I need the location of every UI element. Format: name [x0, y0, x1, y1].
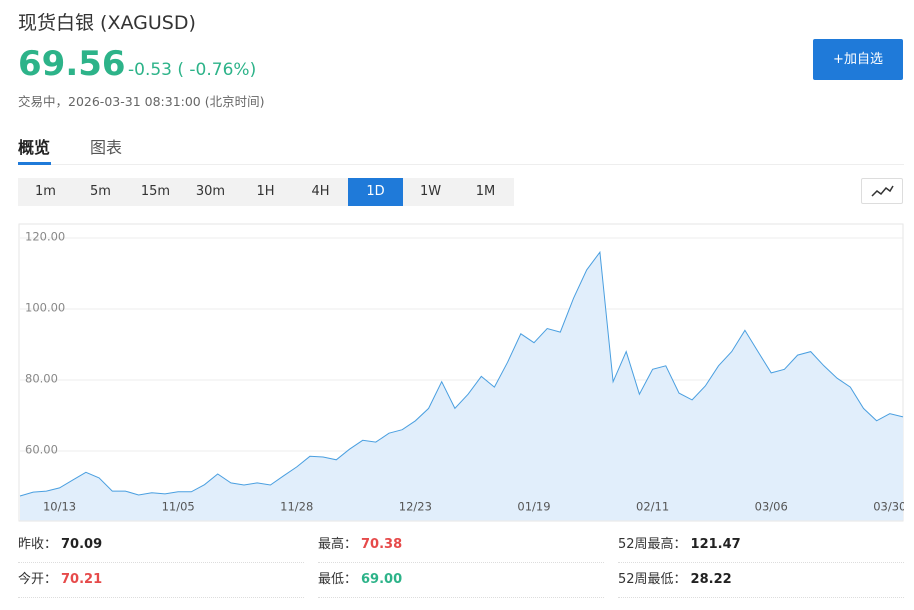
x-tick-label: 03/30	[873, 500, 904, 514]
divider	[18, 164, 904, 165]
stat: 最低： 69.00	[318, 563, 604, 598]
stat-value: 28.22	[690, 572, 732, 587]
y-tick-label: 120.00	[25, 229, 65, 243]
tab[interactable]: 图表	[90, 138, 123, 157]
stat-value: 70.38	[361, 537, 403, 552]
title: 现货白银 (XAGUSD)	[18, 12, 196, 34]
stat: 今开： 70.21	[18, 563, 304, 598]
interval-button[interactable]: 5m	[90, 184, 111, 199]
stat-label: 52周最低：	[618, 572, 687, 587]
interval-button[interactable]: 4H	[311, 184, 330, 199]
stat-value: 70.21	[61, 572, 103, 587]
interval-button[interactable]: 30m	[195, 184, 226, 199]
interval-button[interactable]: 1W	[419, 184, 442, 199]
stat: 昨收： 70.09	[18, 528, 304, 563]
stat: 52周最高： 121.47	[618, 528, 904, 563]
stat: 52周最低： 28.22	[618, 563, 904, 598]
tab-underline	[18, 162, 51, 165]
chart-frame	[18, 223, 904, 522]
tab[interactable]: 概览	[18, 138, 51, 157]
line	[19, 250, 904, 497]
stat-value: 121.47	[690, 537, 741, 552]
price: 69.56	[18, 44, 126, 84]
area	[20, 252, 903, 521]
y-tick-label: 100.00	[25, 300, 65, 314]
status: 交易中，2026-03-31 08:31:00 (北京时间)	[18, 94, 265, 109]
x-tick-label: 02/11	[636, 500, 669, 514]
x-tick-label: 11/05	[162, 500, 195, 514]
interval-button[interactable]: 1H	[256, 184, 275, 199]
stat-value: 70.09	[61, 537, 103, 552]
stat-label: 今开：	[18, 572, 58, 587]
stat-label: 最高：	[318, 537, 358, 552]
x-tick-label: 01/19	[517, 500, 550, 514]
x-tick-label: 12/23	[399, 500, 432, 514]
x-tick-label: 11/28	[280, 500, 313, 514]
y-tick-label: 60.00	[25, 442, 58, 456]
stat-value: 69.00	[361, 572, 403, 587]
icon	[871, 185, 894, 197]
change: -0.53 ( -0.76%)	[128, 60, 257, 80]
stat: 最高： 70.38	[318, 528, 604, 563]
x-tick-label: 03/06	[755, 500, 788, 514]
add-watchlist-button[interactable]: +加自选	[813, 39, 903, 80]
y-tick-label: 80.00	[25, 371, 58, 385]
interval-button[interactable]: 15m	[140, 184, 171, 199]
interval-button[interactable]: 1M	[475, 184, 496, 199]
x-tick-label: 10/13	[43, 500, 76, 514]
chart: 60.00 80.00 100.00 120.00 10/13 11/05 11/28 12/…	[18, 223, 904, 522]
stat-label: 最低：	[318, 572, 358, 587]
interval-bar	[18, 178, 514, 206]
chart-type-button[interactable]	[861, 178, 903, 204]
stat-label: 昨收：	[18, 537, 58, 552]
stat-label: 52周最高：	[618, 537, 687, 552]
interval-button[interactable]: 1D	[348, 178, 403, 206]
interval-button[interactable]: 1m	[35, 184, 56, 199]
